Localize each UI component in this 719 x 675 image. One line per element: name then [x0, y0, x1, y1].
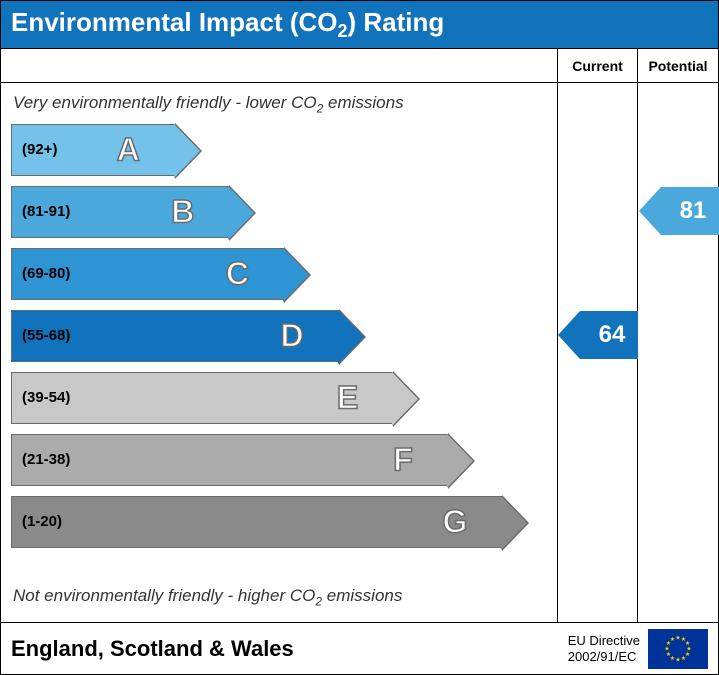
band-arrow: [338, 310, 364, 364]
bands-header-blank: [1, 49, 557, 83]
band-row-c: (69-80) C: [11, 248, 557, 300]
band-range-label: (55-68): [12, 327, 70, 344]
band-letter: F: [393, 441, 413, 478]
potential-pointer: 81: [661, 187, 719, 235]
current-body: 64: [558, 83, 637, 622]
band-row-a: (92+) A: [11, 124, 557, 176]
eu-directive-text: EU Directive 2002/91/EC: [568, 633, 640, 664]
band-bar-g: (1-20) G: [11, 496, 502, 548]
band-arrow: [501, 496, 527, 550]
band-bar-a: (92+) A: [11, 124, 175, 176]
band-range-label: (92+): [12, 141, 57, 158]
band-arrow: [228, 186, 254, 240]
band-row-b: (81-91) B: [11, 186, 557, 238]
band-range-label: (81-91): [12, 203, 70, 220]
directive-line2: 2002/91/EC: [568, 649, 640, 665]
band-row-d: (55-68) D: [11, 310, 557, 362]
current-pointer: 64: [580, 311, 638, 359]
band-range-label: (21-38): [12, 451, 70, 468]
subtitle-top: Very environmentally friendly - lower CO…: [11, 89, 557, 123]
band-letter: D: [280, 317, 303, 354]
band-arrow: [392, 372, 418, 426]
current-header: Current: [558, 49, 637, 83]
band-row-g: (1-20) G: [11, 496, 557, 548]
band-letter: C: [226, 255, 249, 292]
directive-line1: EU Directive: [568, 633, 640, 649]
band-range-label: (39-54): [12, 389, 70, 406]
eu-flag-icon: ★★★★★★★★★★★★: [648, 629, 708, 669]
band-bar-f: (21-38) F: [11, 434, 448, 486]
bands-column: Very environmentally friendly - lower CO…: [1, 49, 558, 622]
chart-body: Very environmentally friendly - lower CO…: [1, 83, 557, 622]
band-letter: B: [171, 193, 194, 230]
footer-region: England, Scotland & Wales: [11, 636, 568, 662]
band-range-label: (69-80): [12, 265, 70, 282]
chart-main: Very environmentally friendly - lower CO…: [1, 48, 718, 622]
band-row-e: (39-54) E: [11, 372, 557, 424]
band-bar-b: (81-91) B: [11, 186, 229, 238]
epc-co2-rating-chart: Environmental Impact (CO2) Rating Very e…: [0, 0, 719, 675]
potential-column: Potential 81: [638, 49, 718, 622]
title-suffix: ) Rating: [348, 7, 445, 37]
title-prefix: Environmental Impact (CO: [11, 7, 338, 37]
chart-title: Environmental Impact (CO2) Rating: [1, 1, 718, 48]
band-arrow: [283, 248, 309, 302]
potential-header: Potential: [638, 49, 718, 83]
band-range-label: (1-20): [12, 513, 62, 530]
footer-right: EU Directive 2002/91/EC ★★★★★★★★★★★★: [568, 629, 708, 669]
band-bar-c: (69-80) C: [11, 248, 284, 300]
band-bar-d: (55-68) D: [11, 310, 339, 362]
bands-list: (92+) A (81-91) B (69-80) C (55-68) D (39-54) E (2…: [11, 124, 557, 582]
chart-footer: England, Scotland & Wales EU Directive 2…: [1, 622, 718, 674]
band-bar-e: (39-54) E: [11, 372, 393, 424]
potential-body: 81: [638, 83, 718, 622]
subtitle-bottom: Not environmentally friendly - higher CO…: [11, 582, 557, 616]
band-letter: A: [117, 131, 140, 168]
band-letter: G: [443, 503, 468, 540]
band-arrow: [447, 434, 473, 488]
band-letter: E: [337, 379, 358, 416]
band-row-f: (21-38) F: [11, 434, 557, 486]
title-sub: 2: [338, 21, 348, 41]
current-column: Current 64: [558, 49, 638, 622]
band-arrow: [174, 124, 200, 178]
